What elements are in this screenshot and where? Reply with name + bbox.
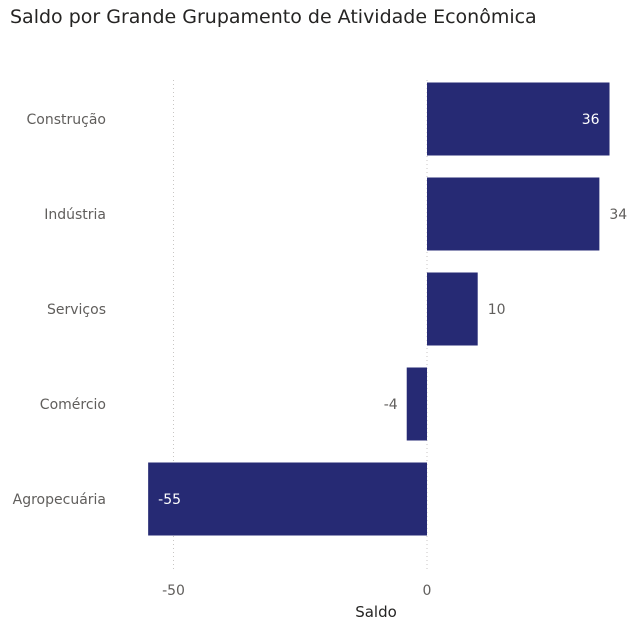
category-label: Serviços [47, 302, 106, 318]
data-label: -55 [158, 492, 181, 508]
x-tick-label: -50 [162, 583, 185, 599]
x-axis-ticks: -50 0 [162, 583, 431, 599]
bar [427, 82, 610, 156]
data-label: 34 [609, 207, 627, 223]
category-label: Construção [27, 112, 106, 128]
bar [406, 367, 427, 441]
data-label: -4 [384, 397, 398, 413]
category-label: Indústria [44, 207, 106, 223]
data-labels: 36 34 10 -4 -55 [158, 112, 627, 508]
bars [148, 82, 610, 536]
bar [427, 177, 600, 251]
category-label: Comércio [40, 397, 106, 413]
x-tick-label: 0 [423, 583, 432, 599]
category-label: Agropecuária [13, 492, 106, 508]
data-label: 10 [488, 302, 506, 318]
x-axis-title: Saldo [355, 603, 397, 621]
bar [427, 272, 478, 346]
bar [148, 462, 427, 536]
category-labels: Construção Indústria Serviços Comércio Agrop… [13, 112, 106, 508]
chart-title: Saldo por Grande Grupamento de Atividade… [10, 6, 537, 28]
data-label: 36 [582, 112, 600, 128]
